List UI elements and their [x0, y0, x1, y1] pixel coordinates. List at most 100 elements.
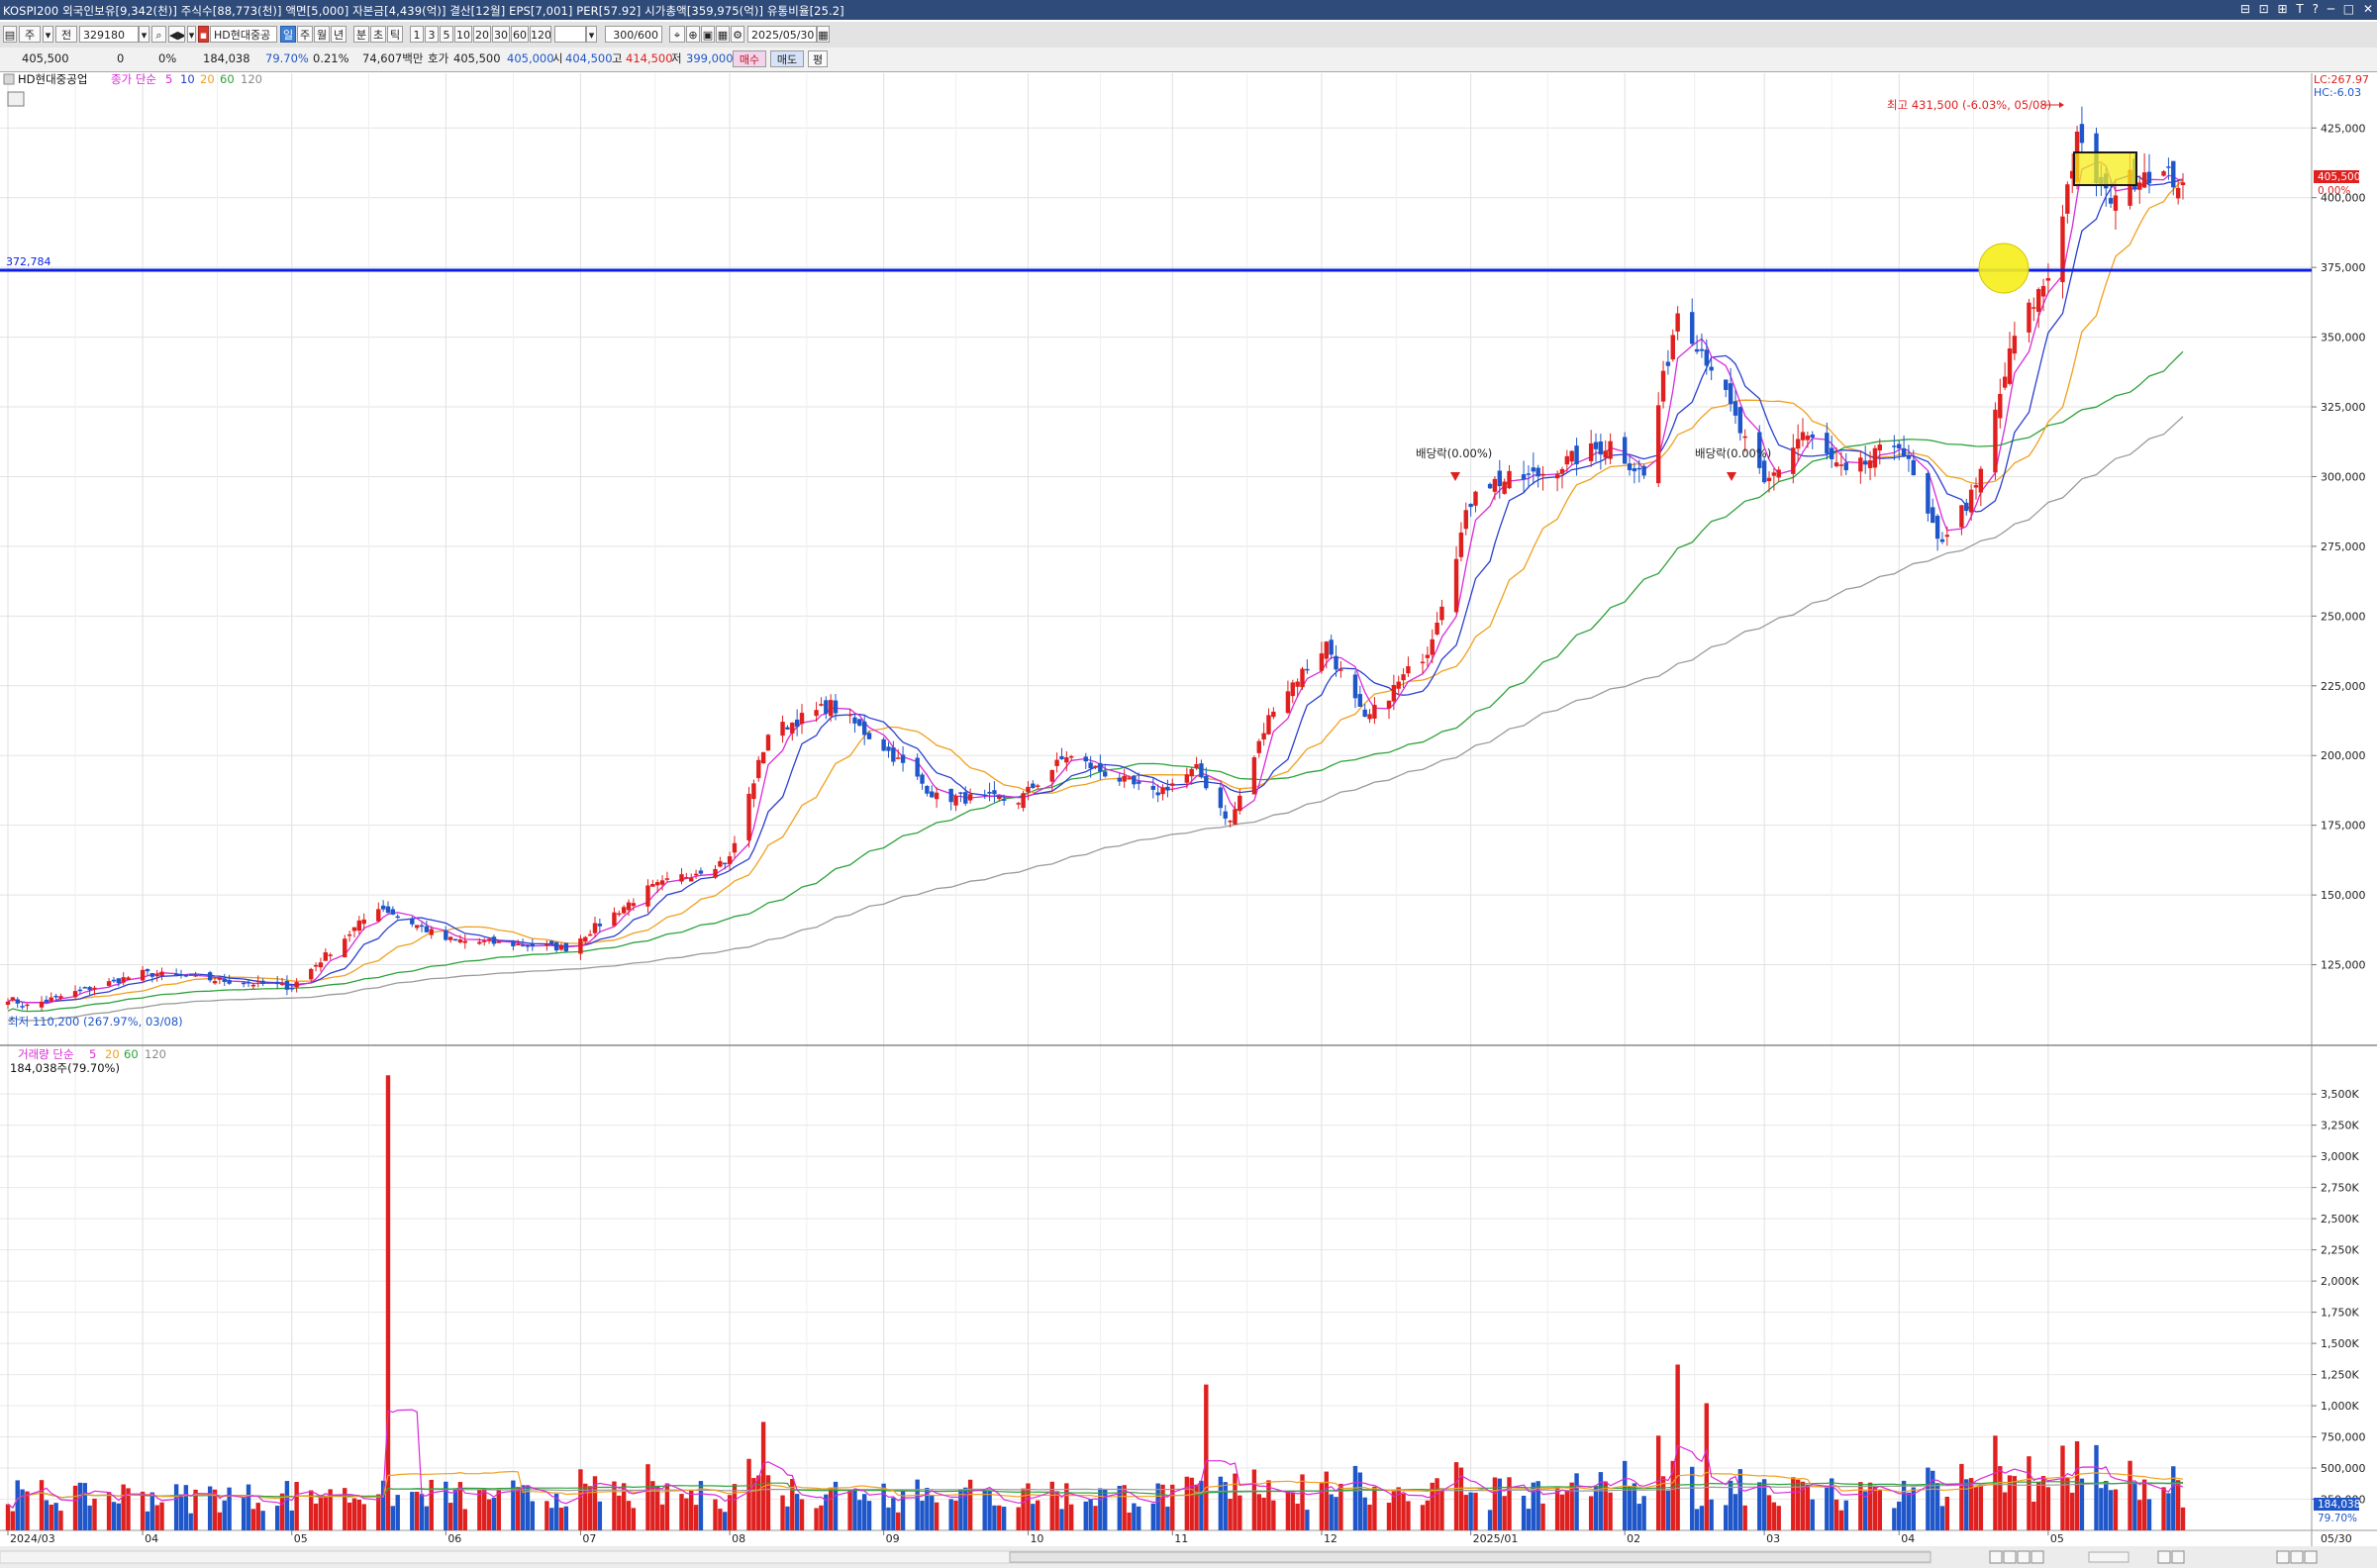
volume-bar [274, 1506, 280, 1530]
dividend-label-2: 배당락(0.00%) [1695, 446, 1771, 460]
interval-10[interactable]: 10 [454, 26, 472, 43]
candle-body [1598, 441, 1604, 455]
date-input[interactable]: 2025/05/30 [747, 26, 817, 43]
extra-button[interactable]: 평 [808, 50, 828, 67]
interval-20[interactable]: 20 [473, 26, 491, 43]
volume-bar [1266, 1480, 1271, 1530]
volume-bar [1319, 1483, 1325, 1530]
candle-body [1973, 485, 1979, 488]
market-select[interactable]: 전 [55, 26, 77, 43]
interval-30[interactable]: 30 [492, 26, 510, 43]
volume-bar [1694, 1509, 1700, 1530]
zoom-in-icon[interactable] [2171, 1550, 2185, 1564]
buy-button[interactable]: 매수 [733, 50, 766, 67]
candle-body [361, 919, 366, 925]
tab-minute[interactable]: 분 [353, 26, 369, 43]
print-icon[interactable]: ▦ [716, 26, 730, 43]
search-icon[interactable]: ⌕ [151, 26, 166, 43]
hc-label: HC:-6.03 [2314, 86, 2361, 99]
pane-menu-icon[interactable] [3, 73, 15, 85]
candle-body [1127, 777, 1132, 780]
volume-bar [1487, 1510, 1493, 1530]
gear-icon[interactable]: ⚙ [731, 26, 744, 43]
tab-tick[interactable]: 틱 [387, 26, 403, 43]
zoom-icon[interactable]: ⊕ [686, 26, 700, 43]
stop-icon[interactable] [2017, 1550, 2030, 1564]
candle-body [222, 978, 227, 982]
volume-bars[interactable] [5, 1075, 2186, 1530]
plus-icon[interactable] [2304, 1550, 2318, 1564]
price-tick-label: 225,000 [2321, 680, 2366, 693]
tab-day[interactable]: 일 [280, 26, 296, 43]
custom-interval-input[interactable] [554, 26, 586, 43]
volume-bar [1401, 1493, 1406, 1530]
save-icon[interactable]: ▣ [701, 26, 715, 43]
period-select-week[interactable]: 주 [19, 26, 41, 43]
candle-body [659, 880, 665, 885]
interval-3[interactable]: 3 [425, 26, 439, 43]
search-icon[interactable] [2276, 1550, 2290, 1564]
chevron-down-icon[interactable]: ▾ [139, 26, 149, 43]
candle-body [511, 941, 516, 946]
volume-bar [1256, 1494, 1261, 1530]
chart-scrollbar-thumb[interactable] [1009, 1551, 1931, 1563]
volume-bar [866, 1501, 872, 1530]
interval-120[interactable]: 120 [530, 26, 551, 43]
volume-bar [351, 1498, 357, 1530]
candle-body [1487, 483, 1493, 489]
scroll-thumb[interactable] [2088, 1551, 2129, 1563]
count-input[interactable]: 300/600 [605, 26, 662, 43]
window-controls[interactable]: ⊟ ⊡ ⊞ T ? ─ □ ✕ [2239, 2, 2373, 16]
candlesticks[interactable] [5, 106, 2186, 1012]
candle-body [1031, 783, 1036, 788]
candle-body [545, 943, 549, 946]
pane-settings-icon[interactable] [7, 91, 25, 107]
volume-bar [183, 1485, 189, 1530]
interval-60[interactable]: 60 [511, 26, 529, 43]
volume-bar [1305, 1510, 1310, 1530]
interval-1[interactable]: 1 [410, 26, 424, 43]
layout-icon[interactable]: ▤ [3, 26, 17, 43]
interval-5[interactable]: 5 [440, 26, 453, 43]
scroll-right-button[interactable] [1989, 1550, 2003, 1564]
volume-bar [1233, 1473, 1238, 1530]
candle-body [1641, 465, 1646, 476]
minus-icon[interactable] [2290, 1550, 2304, 1564]
chevron-down-icon[interactable]: ▾ [43, 26, 53, 43]
tab-second[interactable]: 초 [370, 26, 386, 43]
candle-body [106, 981, 112, 986]
candle-body [491, 936, 497, 944]
volume-bar [718, 1509, 723, 1530]
candle-body [2060, 216, 2065, 283]
calendar-icon[interactable]: ▦ [817, 26, 830, 43]
tab-week[interactable]: 주 [297, 26, 313, 43]
x-end-label: 05/30 [2321, 1532, 2352, 1545]
volume-bar [1872, 1485, 1878, 1530]
stock-code-input[interactable]: 329180 [79, 26, 139, 43]
sell-button[interactable]: 매도 [770, 50, 804, 67]
stock-chart[interactable]: 425,000 400,000 375,000 350,000 325,000 300,0… [0, 72, 2377, 1568]
play-icon[interactable] [2003, 1550, 2017, 1564]
volume-bar [1016, 1507, 1021, 1530]
crosshair-icon[interactable]: ⌖ [669, 26, 685, 43]
candle-body [997, 796, 1002, 800]
candle-body [1502, 481, 1507, 494]
tab-year[interactable]: 년 [331, 26, 347, 43]
candle-body [799, 713, 805, 725]
volume-bar [2002, 1492, 2008, 1530]
chevron-down-icon[interactable]: ▾ [586, 26, 597, 43]
volume-bar [814, 1508, 819, 1530]
chevron-down-icon[interactable]: ▾ [187, 26, 196, 43]
candle-body [1737, 407, 1743, 434]
quote-ask: 405,500 [453, 51, 501, 65]
zoom-out-icon[interactable] [2157, 1550, 2171, 1564]
flag-icon[interactable]: ▪ [198, 26, 209, 43]
candle-body [1160, 787, 1165, 795]
prev-stock-button[interactable]: ◀▶ [168, 26, 185, 43]
quote-volume: 184,038 [203, 51, 250, 65]
candle-body [2166, 166, 2171, 168]
volume-bar [2027, 1456, 2031, 1530]
volume-bar [1093, 1506, 1098, 1530]
fast-forward-icon[interactable] [2030, 1550, 2044, 1564]
tab-month[interactable]: 월 [314, 26, 330, 43]
